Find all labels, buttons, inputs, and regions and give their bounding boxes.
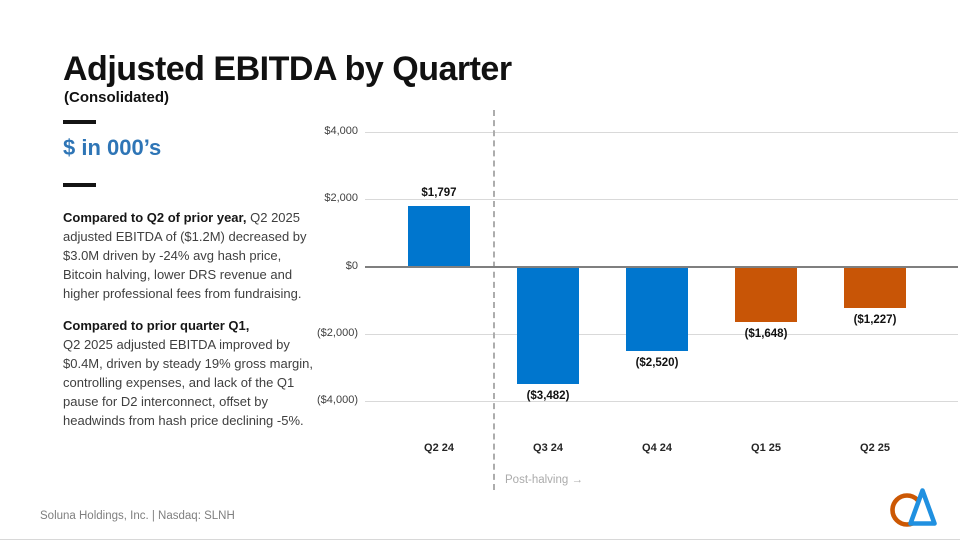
commentary-body-1: Q2 2025 adjusted EBITDA of ($1.2M) decre…: [63, 210, 307, 301]
commentary-body-2: Q2 2025 adjusted EBITDA improved by $0.4…: [63, 337, 314, 428]
bar-value-label: ($1,227): [853, 313, 897, 326]
divider-rule-top: [63, 120, 96, 124]
bar-value-label: $1,797: [421, 187, 457, 200]
bar-q4-24: [626, 266, 688, 352]
commentary-block: Compared to Q2 of prior year, Q2 2025 ad…: [63, 208, 315, 430]
units-label: $ in 000’s: [63, 135, 162, 160]
bar-q2-24: [408, 206, 470, 267]
y-axis-tick: $4,000: [324, 125, 358, 137]
x-axis-label: Q2 25: [860, 442, 890, 454]
divider-rule-bottom: [63, 183, 96, 187]
gridline: [365, 199, 958, 201]
bar-q1-25: [735, 266, 797, 322]
y-axis-tick: $0: [345, 259, 358, 272]
commentary-lead-1: Compared to Q2 of prior year,: [63, 210, 247, 225]
left-column: $ in 000’s Compared to Q2 of prior year,…: [63, 120, 315, 430]
bar-value-label: ($2,520): [635, 357, 679, 370]
x-axis-label: Q4 24: [642, 442, 672, 454]
bar-q2-25: [844, 266, 906, 308]
logo-triangle-icon: [908, 488, 937, 526]
x-axis-label: Q2 24: [424, 442, 454, 454]
y-axis-tick: ($4,000): [317, 394, 358, 406]
page-title: Adjusted EBITDA by Quarter: [63, 50, 512, 88]
bar-value-label: ($1,648): [744, 327, 788, 340]
bar-value-label: ($3,482): [526, 389, 570, 402]
y-axis-tick: $2,000: [324, 192, 358, 205]
x-axis-label: Q3 24: [533, 442, 563, 454]
soluna-logo: [890, 488, 937, 527]
gridline: [365, 132, 958, 133]
gridline: [365, 401, 958, 402]
page-subtitle: (Consolidated): [64, 89, 169, 106]
bar-q3-24: [517, 266, 579, 384]
commentary-paragraph-2: Compared to prior quarter Q1, Q2 2025 adj…: [63, 316, 315, 430]
post-halving-divider: [492, 110, 495, 490]
commentary-paragraph-1: Compared to Q2 of prior year, Q2 2025 ad…: [63, 208, 315, 303]
zero-axis-line: [365, 265, 958, 268]
x-axis-label: Q1 25: [751, 442, 781, 454]
commentary-lead-2: Compared to prior quarter Q1,: [63, 318, 250, 333]
post-halving-annotation: Post-halving →: [505, 474, 583, 486]
y-axis-tick: ($2,000): [317, 326, 358, 339]
footer-text: Soluna Holdings, Inc. | Nasdaq: SLNH: [40, 510, 235, 522]
